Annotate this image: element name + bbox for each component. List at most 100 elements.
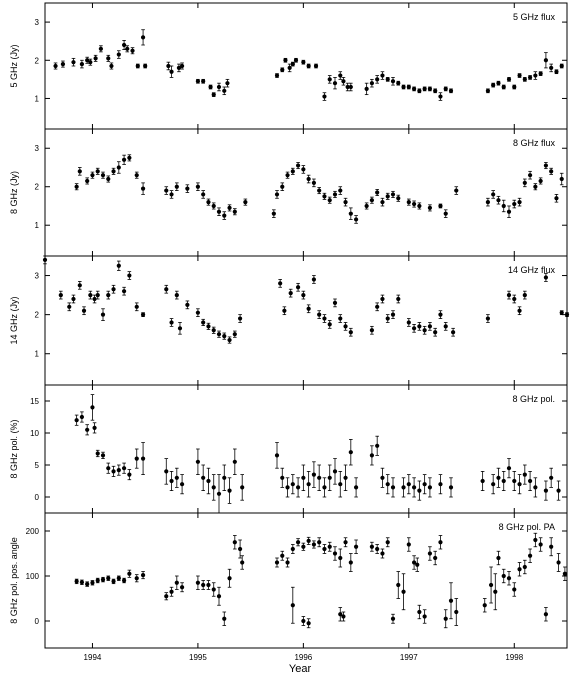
data-point [554,69,559,74]
data-point [164,188,169,193]
data-point [79,414,85,420]
data-point [134,304,139,309]
data-point [121,157,127,162]
data-point [174,184,179,189]
data-point [559,310,564,315]
data-point [313,63,319,69]
data-point [77,169,82,174]
data-point [317,188,322,193]
y-tick-label: 2 [35,56,40,65]
data-point [290,482,295,487]
data-point [501,84,506,90]
panel-4: 0 5 10 15 8 GHz pol. (%) 8 GHz pol. [9,384,568,514]
data-point [280,553,285,558]
data-point [134,456,139,461]
data-point [433,88,438,93]
data-point [106,576,111,581]
data-point [341,614,346,619]
data-point [100,173,106,178]
data-point [317,312,322,317]
data-point [301,167,306,172]
data-point [396,296,401,302]
x-axis-label: Year [289,663,312,675]
data-point [506,209,512,214]
data-point [174,580,179,585]
data-point [369,453,375,458]
data-point [53,63,58,69]
x-tick-label: 1994 [84,653,102,662]
data-point [512,84,517,90]
data-point [454,609,459,615]
data-point [527,173,533,178]
y-axis-label: 8 GHz pol. (%) [9,419,19,478]
data-point [422,328,427,333]
data-point [390,192,396,197]
data-point [501,203,506,209]
data-point [533,73,538,78]
data-point [79,61,85,67]
data-point [174,475,179,480]
data-point [485,200,491,205]
data-point [290,169,295,174]
data-point [427,485,433,490]
data-point [216,84,222,90]
data-point [116,263,121,268]
data-point [341,79,346,84]
data-point [390,616,396,621]
data-point [92,296,97,302]
data-point [177,326,183,331]
data-point [406,482,411,487]
data-point [106,176,111,182]
data-point [493,589,498,594]
data-point [74,184,79,189]
data-point [127,273,132,278]
data-point [338,555,343,561]
data-point [71,60,76,65]
data-point [343,475,348,480]
data-point [433,555,438,561]
data-point [237,546,243,552]
data-point [206,200,211,205]
data-point [401,84,406,90]
data-point [95,292,100,298]
x-tick-label: 1995 [189,653,207,662]
data-point [111,169,116,174]
data-point [527,75,533,80]
data-point [411,485,417,490]
data-point [496,198,501,203]
data-point [206,582,211,588]
data-point [415,562,420,567]
data-point [211,92,216,97]
data-point [543,58,549,63]
data-point [77,283,82,288]
panel-label: 8 GHz pol. PA [499,522,555,532]
data-point [332,551,338,556]
data-point [169,589,174,594]
data-point [338,73,343,78]
data-point [396,196,401,201]
data-point [427,205,433,210]
data-point [306,482,311,487]
data-point [480,478,485,484]
data-point [538,71,543,76]
y-tick-label: 3 [35,18,40,27]
data-point [227,337,232,343]
data-point [406,200,411,205]
data-point [121,466,127,471]
data-point [301,618,306,624]
data-point [90,173,95,178]
data-point [116,165,121,170]
data-point [42,257,48,263]
data-point [385,194,390,199]
data-point [287,65,292,71]
data-point [222,334,227,339]
data-point [517,482,522,487]
data-point [169,192,174,197]
data-point [327,544,332,549]
data-point [290,603,295,608]
data-point [227,576,232,581]
data-point [322,546,327,552]
data-point [348,450,353,455]
data-point [140,35,146,40]
data-point [401,485,406,490]
